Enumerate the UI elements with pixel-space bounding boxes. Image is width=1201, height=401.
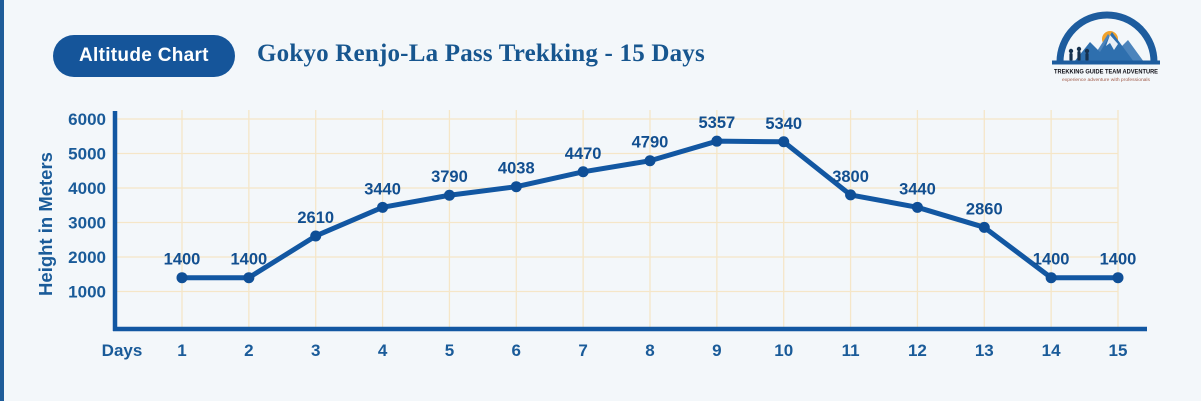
x-tick-label-11: 11 — [842, 341, 860, 360]
x-axis-title: Days — [102, 341, 143, 360]
hikers-icon — [1068, 46, 1090, 61]
x-tick-label-1: 1 — [177, 341, 186, 360]
y-tick-label-4000: 4000 — [68, 179, 106, 198]
logo-arch — [1056, 11, 1158, 63]
data-point-day-14 — [1045, 272, 1057, 284]
logo-tagline-text: experience adventure with professionals — [1062, 77, 1150, 82]
y-tick-label-6000: 6000 — [68, 110, 106, 129]
value-label-day-15: 1400 — [1100, 251, 1137, 269]
data-point-day-13 — [978, 221, 990, 233]
data-point-day-3 — [310, 230, 322, 242]
value-label-day-2: 1400 — [230, 251, 267, 269]
y-tick-label-1000: 1000 — [68, 283, 106, 302]
value-label-day-11: 3800 — [832, 168, 869, 186]
x-tick-label-7: 7 — [578, 341, 587, 360]
x-tick-label-4: 4 — [378, 341, 388, 360]
logo-emblem — [1052, 11, 1160, 65]
data-point-day-12 — [911, 201, 923, 213]
data-point-day-4 — [377, 201, 389, 213]
x-tick-label-8: 8 — [645, 341, 654, 360]
value-label-day-14: 1400 — [1033, 251, 1070, 269]
data-point-day-15 — [1112, 272, 1124, 284]
y-axis-title: Height in Meters — [35, 152, 56, 296]
mountain-snow — [1106, 35, 1118, 50]
x-tick-label-14: 14 — [1042, 341, 1061, 360]
left-accent-bar — [0, 0, 4, 401]
x-tick-label-6: 6 — [512, 341, 521, 360]
value-label-day-12: 3440 — [899, 180, 936, 198]
x-tick-label-10: 10 — [774, 341, 793, 360]
value-label-day-1: 1400 — [164, 251, 201, 269]
value-label-day-10: 5340 — [765, 115, 802, 133]
value-label-day-13: 2860 — [966, 200, 1003, 218]
data-point-day-8 — [644, 155, 656, 167]
data-point-day-9 — [711, 135, 723, 147]
y-tick-label-3000: 3000 — [68, 214, 106, 233]
x-tick-label-5: 5 — [445, 341, 454, 360]
data-point-day-10 — [778, 136, 790, 148]
value-label-day-4: 3440 — [364, 180, 401, 198]
data-point-day-11 — [845, 189, 857, 201]
x-tick-label-15: 15 — [1109, 341, 1128, 360]
logo-name-text: TREKKING GUIDE TEAM ADVENTURE — [1054, 69, 1158, 76]
value-label-day-8: 4790 — [632, 134, 669, 152]
data-point-day-1 — [176, 272, 188, 284]
data-point-day-7 — [577, 166, 589, 178]
brand-logo: TREKKING GUIDE TEAM ADVENTURE experience… — [1052, 11, 1160, 82]
value-label-day-6: 4038 — [498, 160, 535, 178]
x-tick-label-12: 12 — [908, 341, 927, 360]
data-point-day-6 — [510, 181, 522, 193]
x-tick-label-9: 9 — [712, 341, 721, 360]
value-label-day-9: 5357 — [698, 114, 735, 132]
y-tick-label-5000: 5000 — [68, 145, 106, 164]
value-label-day-3: 2610 — [297, 209, 334, 227]
page-title: Gokyo Renjo-La Pass Trekking - 15 Days — [257, 40, 705, 67]
x-tick-label-2: 2 — [244, 341, 253, 360]
data-point-day-5 — [443, 189, 455, 201]
x-tick-label-3: 3 — [311, 341, 320, 360]
y-tick-label-2000: 2000 — [68, 248, 106, 267]
logo-baseline — [1052, 60, 1160, 65]
value-label-day-7: 4470 — [565, 145, 602, 163]
x-tick-label-13: 13 — [975, 341, 994, 360]
mountain-front — [1074, 32, 1134, 62]
data-point-day-2 — [243, 272, 255, 284]
value-label-day-5: 3790 — [431, 168, 468, 186]
altitude-chart-badge[interactable]: Altitude Chart — [53, 35, 235, 77]
